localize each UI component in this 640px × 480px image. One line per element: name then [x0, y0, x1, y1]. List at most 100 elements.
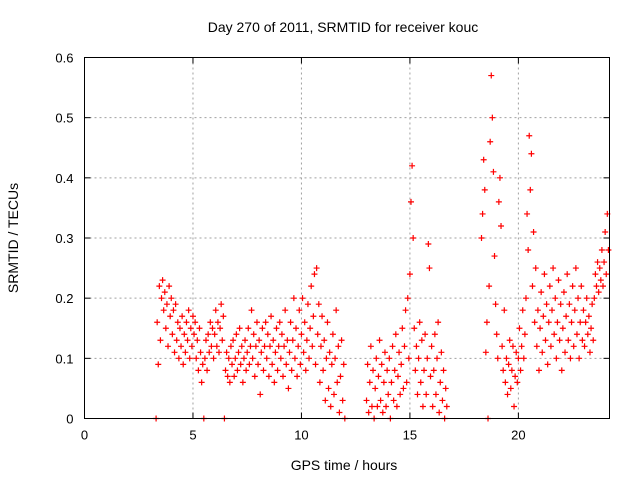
data-point: [235, 349, 242, 356]
data-point: [335, 343, 342, 350]
data-point: [430, 367, 437, 374]
data-point: [490, 168, 497, 175]
data-point: [239, 379, 246, 386]
data-point: [338, 337, 345, 344]
data-point: [257, 391, 264, 398]
data-point: [332, 355, 339, 362]
data-point: [184, 337, 191, 344]
data-point: [426, 265, 433, 272]
data-point: [603, 271, 610, 278]
data-point: [154, 319, 161, 326]
data-point: [178, 343, 185, 350]
data-point: [195, 367, 202, 374]
x-tick-label: 20: [511, 428, 525, 443]
data-point: [182, 349, 189, 356]
data-point: [233, 331, 240, 338]
data-point: [162, 325, 169, 332]
data-point: [537, 325, 544, 332]
data-point: [494, 355, 501, 362]
data-point: [169, 331, 176, 338]
data-point: [283, 361, 290, 368]
data-point: [583, 295, 590, 302]
data-point: [501, 307, 508, 314]
data-point: [521, 331, 528, 338]
data-point: [582, 319, 589, 326]
data-point: [522, 295, 529, 302]
data-point: [207, 319, 214, 326]
data-point: [176, 325, 183, 332]
data-point: [211, 331, 218, 338]
data-point: [563, 313, 570, 320]
data-point: [247, 343, 254, 350]
data-point: [291, 355, 298, 362]
data-point: [532, 265, 539, 272]
data-point: [289, 337, 296, 344]
data-point: [160, 307, 167, 314]
data-point: [487, 138, 494, 145]
data-point: [163, 301, 170, 308]
data-point: [491, 253, 498, 260]
data-point: [363, 397, 370, 404]
data-point: [417, 379, 424, 386]
data-point: [273, 325, 280, 332]
data-point: [232, 355, 239, 362]
data-point: [580, 307, 587, 314]
data-point: [503, 355, 510, 362]
data-point: [554, 319, 561, 326]
data-point: [531, 319, 538, 326]
data-point: [397, 391, 404, 398]
data-point: [440, 367, 447, 374]
data-point: [543, 301, 550, 308]
data-point: [567, 355, 574, 362]
data-point: [504, 391, 511, 398]
data-point: [439, 397, 446, 404]
data-point: [569, 283, 576, 290]
data-point: [301, 319, 308, 326]
data-point: [508, 367, 515, 374]
data-point: [498, 222, 505, 229]
data-point: [265, 373, 272, 380]
data-point: [432, 391, 439, 398]
data-point: [391, 367, 398, 374]
data-point: [511, 403, 518, 410]
data-point: [516, 325, 523, 332]
y-tick-label: 0.4: [55, 171, 73, 186]
data-point: [546, 283, 553, 290]
data-point: [179, 313, 186, 320]
data-point: [367, 343, 374, 350]
data-point: [217, 325, 224, 332]
data-point: [552, 295, 559, 302]
data-point: [486, 283, 493, 290]
data-point: [418, 337, 425, 344]
data-point: [406, 271, 413, 278]
data-point: [513, 349, 520, 356]
x-axis-ticks: 0 5 10 15 20: [81, 57, 526, 443]
data-point: [551, 331, 558, 338]
data-point: [324, 319, 331, 326]
data-point: [223, 349, 230, 356]
data-point: [401, 343, 408, 350]
data-point: [493, 331, 500, 338]
data-point: [577, 319, 584, 326]
data-point: [185, 307, 192, 314]
data-point: [210, 355, 217, 362]
x-tick-label: 10: [294, 428, 308, 443]
data-point: [159, 277, 166, 284]
data-point: [405, 355, 412, 362]
grid-lines: [84, 57, 610, 419]
data-point: [168, 295, 175, 302]
data-point: [489, 114, 496, 121]
data-point: [258, 349, 265, 356]
data-point: [240, 355, 247, 362]
data-point: [251, 373, 258, 380]
data-point: [298, 331, 305, 338]
data-point: [303, 337, 310, 344]
data-point: [316, 379, 323, 386]
data-point: [189, 313, 196, 320]
data-point: [313, 265, 320, 272]
data-point: [330, 391, 337, 398]
data-point: [518, 343, 525, 350]
data-point: [227, 343, 234, 350]
data-points: [153, 72, 612, 422]
data-point: [296, 307, 303, 314]
